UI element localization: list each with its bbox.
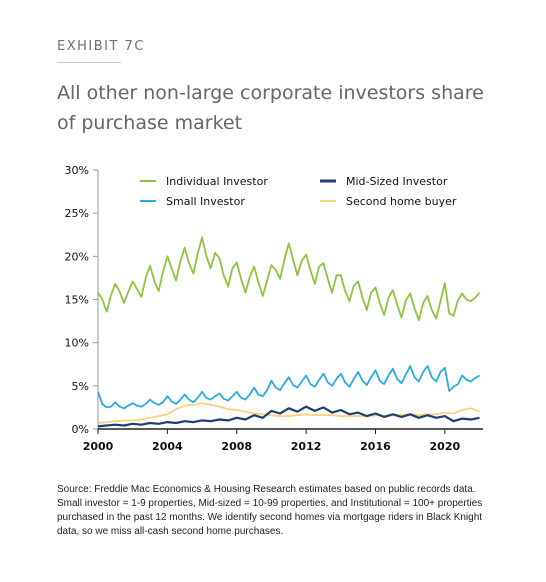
chart-title: All other non-large corporate investors … [57, 82, 484, 134]
y-tick-label: 25% [65, 207, 89, 220]
x-tick-label: 2012 [291, 440, 322, 453]
x-tick-label: 2008 [221, 440, 252, 453]
exhibit-label: EXHIBIT 7C [57, 39, 145, 54]
x-tick-label: 2000 [83, 440, 114, 453]
y-axis: 0% 5% 10% 15% 20% 25% 30% [65, 164, 99, 436]
x-tick-label: 2004 [152, 440, 183, 453]
series-line-second [97, 402, 480, 424]
y-tick-label: 5% [72, 380, 89, 393]
legend-label: Second home buyer [346, 195, 457, 208]
series-line-individual [97, 236, 481, 322]
y-tick-label: 0% [72, 423, 89, 436]
x-tick-label: 2020 [430, 440, 461, 453]
exhibit-underline [57, 62, 121, 63]
legend-label: Mid-Sized Investor [346, 175, 448, 188]
series-lines [97, 236, 481, 428]
legend-label: Small Investor [166, 195, 245, 208]
y-tick-label: 30% [65, 164, 89, 177]
legend-label: Individual Investor [166, 175, 268, 188]
y-tick-label: 15% [65, 294, 89, 307]
y-tick-label: 20% [65, 250, 89, 263]
legend: Individual Investor Small Investor Mid-Siz… [140, 175, 457, 208]
source-note: Source: Freddie Mac Economics & Housing … [57, 484, 483, 537]
series-line-mid [97, 405, 480, 428]
x-tick-label: 2016 [360, 440, 391, 453]
y-tick-label: 10% [65, 337, 89, 350]
x-axis: 2000 2004 2008 2012 2016 2020 [83, 428, 483, 453]
series-line-small [97, 365, 480, 410]
